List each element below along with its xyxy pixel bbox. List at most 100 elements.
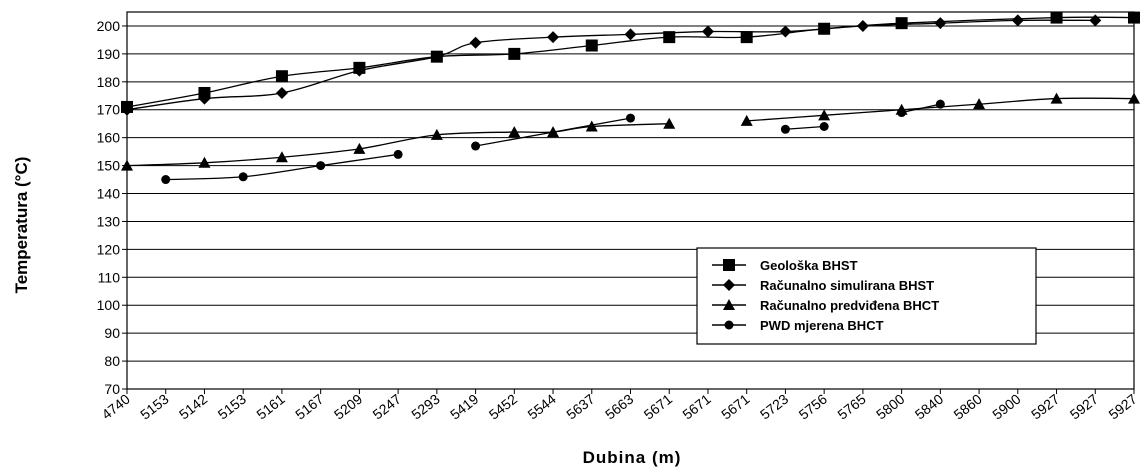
data-point xyxy=(430,128,443,140)
x-tick-label: 5756 xyxy=(796,391,831,423)
data-point xyxy=(934,17,947,30)
data-point xyxy=(353,64,366,77)
y-tick-label: 100 xyxy=(97,297,121,313)
x-tick-label: 5927 xyxy=(1105,391,1140,423)
x-tick-label: 5723 xyxy=(757,391,792,423)
data-point xyxy=(1050,11,1063,24)
x-tick-label: 5544 xyxy=(524,391,559,423)
data-point xyxy=(1128,11,1140,24)
data-point xyxy=(121,103,133,116)
data-point xyxy=(740,114,753,126)
data-point xyxy=(624,28,637,41)
series-line xyxy=(126,19,1096,111)
data-point xyxy=(895,17,908,30)
data-point xyxy=(508,126,521,138)
data-point xyxy=(238,172,248,182)
data-point xyxy=(198,156,211,168)
legend-label: Računalno predviđena BHCT xyxy=(760,298,939,313)
x-tick-label: 5293 xyxy=(408,391,443,423)
series-line xyxy=(475,117,631,147)
x-tick-label: 5860 xyxy=(951,391,986,423)
data-point xyxy=(897,108,907,118)
x-tick-label: 5671 xyxy=(641,391,676,423)
y-tick-label: 160 xyxy=(97,130,121,146)
data-point xyxy=(585,39,598,52)
data-point xyxy=(780,124,790,134)
x-tick-label: 5671 xyxy=(679,391,714,423)
x-axis-label: Dubina (m) xyxy=(583,448,682,467)
y-axis-label: Temperatura (°C) xyxy=(12,157,31,294)
legend-label: Računalno simulirana BHST xyxy=(760,278,934,293)
data-point xyxy=(1089,14,1102,27)
y-tick-labels: 70 80 90 100 110 120 130 140 150 160 170 180 190 200 xyxy=(97,18,121,397)
x-tick-label: 5419 xyxy=(447,391,482,423)
y-tick-label: 150 xyxy=(97,158,121,174)
y-tick-label: 80 xyxy=(104,353,120,369)
data-point xyxy=(121,159,133,171)
legend-label: Geološka BHST xyxy=(760,258,858,273)
legend-marker-triangle xyxy=(723,299,735,310)
x-tick-label: 5161 xyxy=(253,391,288,423)
x-tick-label: 5167 xyxy=(292,391,327,423)
data-point xyxy=(547,31,560,44)
series-diamond xyxy=(121,14,1102,116)
data-point xyxy=(430,50,443,63)
series-line xyxy=(785,125,825,130)
legend-box xyxy=(696,247,1037,345)
x-tick-label: 5142 xyxy=(176,391,211,423)
series-line xyxy=(165,153,399,181)
series-triangle xyxy=(121,92,1140,171)
x-tick-label: 5840 xyxy=(912,391,947,423)
data-point xyxy=(353,142,366,154)
series-line xyxy=(901,103,941,114)
series-circle xyxy=(161,99,945,185)
data-point xyxy=(508,47,521,60)
data-point xyxy=(1050,92,1063,104)
x-tick-label: 5900 xyxy=(989,391,1024,423)
data-point xyxy=(935,99,945,109)
x-tick-label: 5663 xyxy=(602,391,637,423)
data-point xyxy=(818,109,831,121)
x-tick-label: 5247 xyxy=(370,391,405,423)
data-point xyxy=(779,25,792,38)
y-tick-label: 200 xyxy=(97,18,121,34)
x-tick-label: 5153 xyxy=(137,391,172,423)
data-point xyxy=(393,149,403,159)
y-tick-label: 140 xyxy=(97,186,121,202)
data-point xyxy=(469,36,482,49)
legend-label: PWD mjerena BHCT xyxy=(760,318,884,333)
data-point xyxy=(198,92,211,105)
data-point xyxy=(275,151,288,163)
data-point xyxy=(275,70,288,83)
y-tick-label: 130 xyxy=(97,213,121,229)
y-tick-label: 170 xyxy=(97,102,121,118)
data-point xyxy=(1128,92,1140,104)
data-point xyxy=(161,175,171,185)
x-tick-labels: 4740 5153 5142 5153 5161 5167 5209 5247 5293 5419… xyxy=(98,389,1140,423)
x-tick-label: 5452 xyxy=(486,391,521,423)
data-point xyxy=(471,141,481,151)
y-tick-label: 110 xyxy=(98,269,121,285)
data-point xyxy=(275,86,288,99)
data-point xyxy=(740,31,753,44)
series-square xyxy=(121,11,1140,113)
x-tick-label: 5800 xyxy=(873,391,908,423)
x-tick-label: 5927 xyxy=(1028,391,1063,423)
data-point xyxy=(701,25,714,38)
legend-marker-diamond xyxy=(723,279,735,291)
x-tick-label: 5927 xyxy=(1067,391,1102,423)
y-tick-label: 120 xyxy=(97,241,121,257)
y-tick-label: 180 xyxy=(97,74,121,90)
data-point xyxy=(663,31,676,44)
legend: Geološka BHST Računalno simulirana BHST Ra… xyxy=(696,247,1037,345)
legend-marker-circle xyxy=(724,320,734,330)
data-point xyxy=(973,98,986,110)
y-tick-label: 190 xyxy=(97,46,121,62)
y-tick-label: 90 xyxy=(104,325,120,341)
data-point xyxy=(316,161,326,171)
legend-marker-square xyxy=(723,259,735,271)
gridlines xyxy=(122,11,1135,390)
legend-items: Geološka BHST Računalno simulirana BHST Ra… xyxy=(712,258,939,333)
y-tick-label: 70 xyxy=(104,381,120,397)
